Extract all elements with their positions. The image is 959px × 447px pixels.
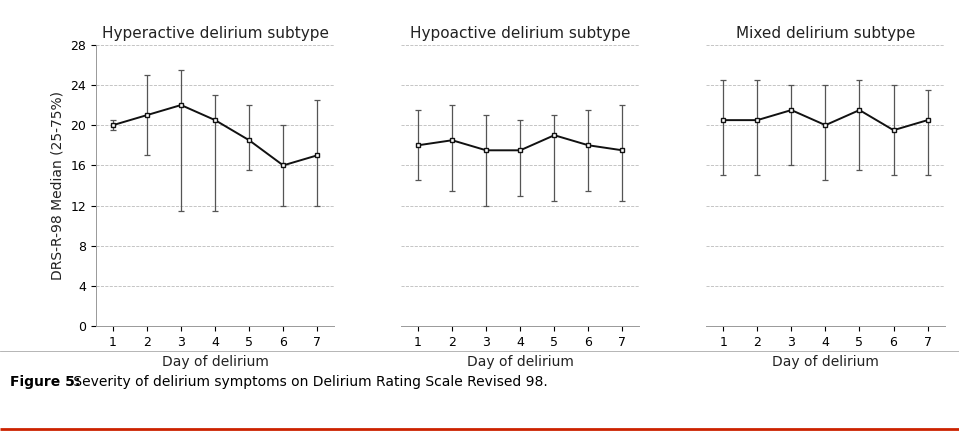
Text: Severity of delirium symptoms on Delirium Rating Scale Revised 98.: Severity of delirium symptoms on Deliriu… xyxy=(69,375,548,389)
Y-axis label: DRS-R-98 Median (25-75%): DRS-R-98 Median (25-75%) xyxy=(51,91,65,280)
X-axis label: Day of delirium: Day of delirium xyxy=(162,354,269,369)
Title: Mixed delirium subtype: Mixed delirium subtype xyxy=(736,26,915,41)
Title: Hypoactive delirium subtype: Hypoactive delirium subtype xyxy=(410,26,630,41)
Text: Figure 5:: Figure 5: xyxy=(10,375,80,389)
X-axis label: Day of delirium: Day of delirium xyxy=(772,354,878,369)
Title: Hyperactive delirium subtype: Hyperactive delirium subtype xyxy=(102,26,329,41)
X-axis label: Day of delirium: Day of delirium xyxy=(467,354,573,369)
